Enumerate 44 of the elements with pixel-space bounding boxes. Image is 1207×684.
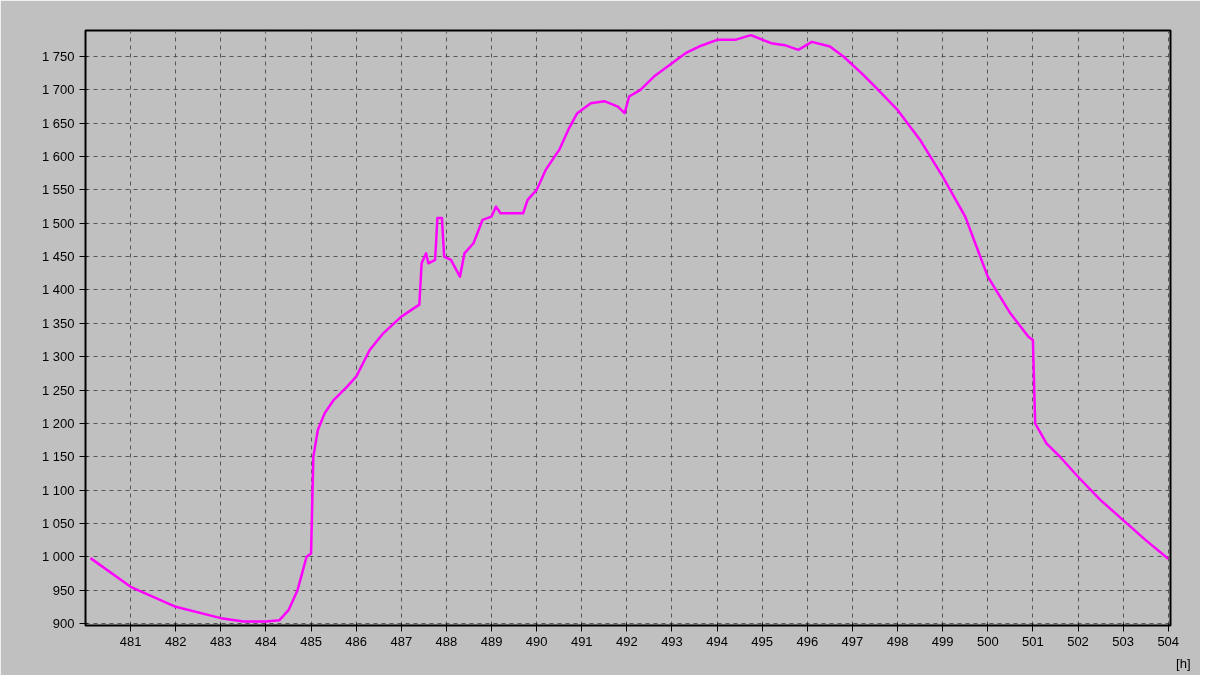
y-tick-label: 1 000	[41, 549, 75, 565]
x-tick-label: 494	[706, 633, 728, 649]
x-tick-label: 504	[1157, 633, 1180, 649]
x-tick-label: 488	[435, 633, 458, 649]
y-tick-label: 1 100	[41, 482, 75, 498]
y-tick-label: 1 500	[41, 215, 75, 231]
x-tick-label: 484	[255, 633, 277, 649]
y-tick-label: 900	[52, 616, 75, 631]
x-tick-label: 489	[480, 633, 503, 649]
line-series	[89, 33, 1170, 623]
x-axis-title: [h]	[1176, 655, 1191, 671]
x-tick-label: 481	[119, 633, 142, 649]
y-tick-label: 1 600	[41, 149, 75, 165]
y-tick-label: 1 700	[41, 82, 75, 98]
x-tick-label: 502	[1067, 633, 1089, 649]
x-tick-label: 495	[751, 633, 774, 649]
y-tick-label: 1 250	[41, 382, 75, 398]
y-tick-label: 950	[52, 582, 75, 598]
x-tick-label: 482	[164, 633, 187, 649]
x-tick-label: 501	[1022, 633, 1044, 649]
y-tick-label: 1 200	[41, 415, 75, 431]
x-tick-label: 499	[931, 633, 954, 649]
x-tick-label: 498	[886, 633, 909, 649]
x-tick-label: 487	[390, 633, 413, 649]
x-tick-label: 485	[300, 633, 322, 649]
y-tick-label: 1 050	[41, 515, 75, 531]
x-tick-label: 492	[616, 633, 638, 649]
x-tick-label: 490	[525, 633, 548, 649]
y-tick-label: 1 450	[41, 249, 75, 265]
x-tick-label: 493	[661, 633, 683, 649]
y-tick-label: 1 350	[41, 315, 75, 331]
y-tick-label: 1 750	[41, 49, 75, 65]
x-tick-label: 503	[1112, 633, 1134, 649]
y-tick-label: 1 300	[41, 349, 75, 365]
x-tick-label: 497	[841, 633, 864, 649]
x-tick-label: 496	[796, 633, 819, 649]
x-tick-label: 483	[210, 633, 232, 649]
y-tick-label: 1 550	[41, 182, 75, 198]
y-tick-label: 1 150	[41, 449, 75, 465]
x-tick-label: 486	[345, 633, 368, 649]
x-tick-label: 500	[976, 633, 999, 649]
y-tick-label: 1 650	[41, 115, 75, 131]
y-tick-label: 1 400	[41, 282, 75, 298]
x-tick-label: 491	[570, 633, 593, 649]
